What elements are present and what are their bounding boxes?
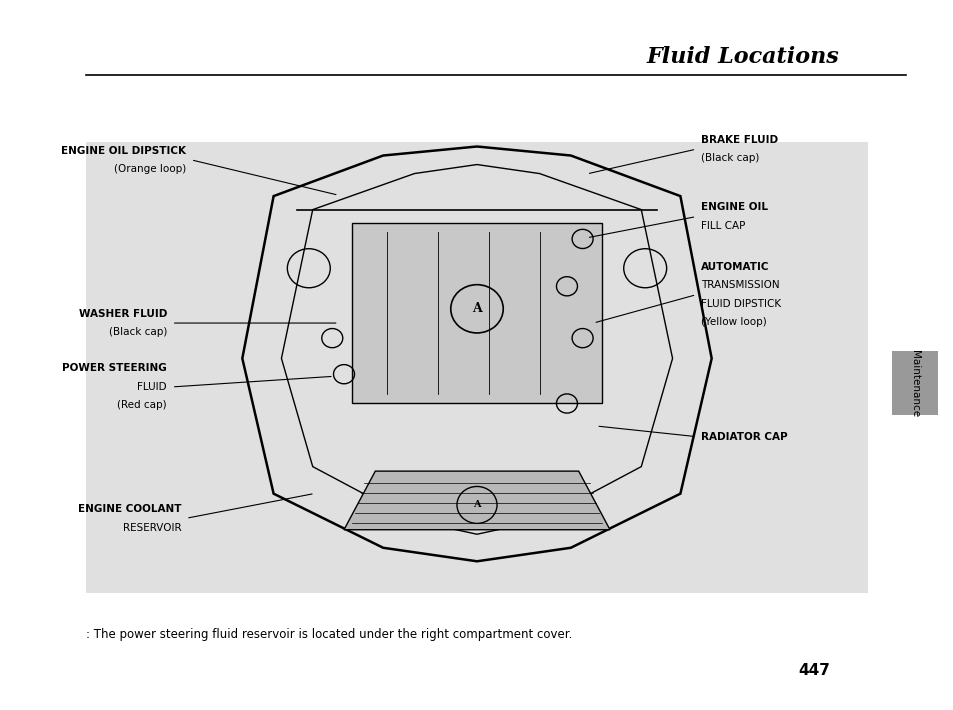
Text: WASHER FLUID: WASHER FLUID — [78, 309, 167, 319]
Text: FLUID DIPSTICK: FLUID DIPSTICK — [700, 299, 781, 309]
Text: 447: 447 — [798, 663, 829, 678]
Text: A: A — [472, 302, 481, 315]
Text: : The power steering fluid reservoir is located under the right compartment cove: : The power steering fluid reservoir is … — [86, 628, 572, 641]
FancyBboxPatch shape — [86, 142, 867, 593]
Text: RESERVOIR: RESERVOIR — [123, 523, 181, 532]
Text: (Black cap): (Black cap) — [700, 153, 759, 163]
Text: BRAKE FLUID: BRAKE FLUID — [700, 135, 778, 145]
FancyBboxPatch shape — [891, 351, 937, 415]
Text: FILL CAP: FILL CAP — [700, 221, 745, 231]
Text: AUTOMATIC: AUTOMATIC — [700, 262, 769, 272]
Polygon shape — [352, 223, 601, 403]
Text: Maintenance: Maintenance — [909, 350, 919, 417]
Text: A: A — [473, 501, 480, 510]
Text: (Orange loop): (Orange loop) — [113, 164, 186, 174]
Text: (Yellow loop): (Yellow loop) — [700, 317, 766, 327]
Text: ENGINE COOLANT: ENGINE COOLANT — [78, 504, 181, 514]
Text: POWER STEERING: POWER STEERING — [62, 364, 167, 373]
Text: Fluid Locations: Fluid Locations — [646, 46, 839, 68]
Text: FLUID: FLUID — [137, 382, 167, 392]
Text: ENGINE OIL: ENGINE OIL — [700, 202, 767, 212]
Text: RADIATOR CAP: RADIATOR CAP — [700, 432, 787, 442]
Text: ENGINE OIL DIPSTICK: ENGINE OIL DIPSTICK — [61, 146, 186, 155]
Text: TRANSMISSION: TRANSMISSION — [700, 280, 779, 290]
Text: (Red cap): (Red cap) — [117, 400, 167, 410]
Polygon shape — [344, 471, 609, 530]
Text: (Black cap): (Black cap) — [109, 327, 167, 337]
